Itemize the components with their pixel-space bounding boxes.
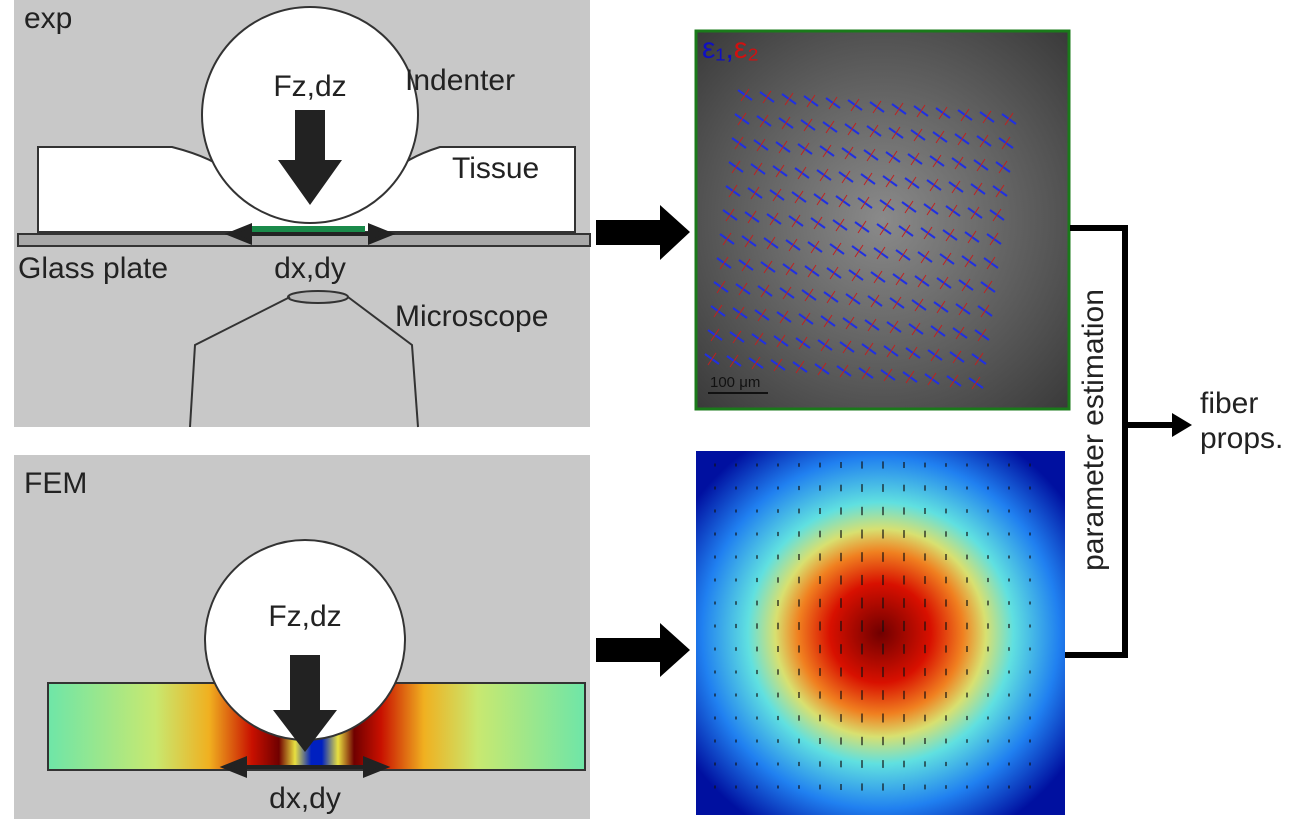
result-arrow <box>1172 413 1192 437</box>
shift-label: dx,dy <box>269 782 341 815</box>
microscope-label: Microscope <box>395 300 548 333</box>
shift-label: dx,dy <box>274 252 346 285</box>
legend-e1: ε₁ <box>702 32 726 65</box>
flow-arrow <box>596 623 690 677</box>
contact-zone <box>250 226 365 232</box>
result-label: props. <box>1200 422 1283 455</box>
strain-map <box>696 451 1065 815</box>
objective <box>288 291 348 303</box>
force-label: Fz,dz <box>268 600 341 633</box>
legend-e2: ε₂ <box>734 32 759 65</box>
step-label: parameter estimation <box>1077 289 1110 571</box>
flow-arrow <box>596 205 690 260</box>
legend-sep: , <box>726 32 734 65</box>
scale-label: 100 μm <box>710 374 760 391</box>
strain-legend: ε₁,ε₂ <box>702 32 759 65</box>
indenter-label: Indenter <box>405 64 515 97</box>
microscopy-image <box>696 31 1069 409</box>
panel-label: FEM <box>24 467 87 500</box>
result-label: fiber <box>1200 387 1258 420</box>
tissue-label: Tissue <box>452 152 539 185</box>
panel-label: exp <box>24 2 72 35</box>
figure: exp Fz,dz Indenter Tissue Glass plate dx… <box>0 0 1297 819</box>
force-label: Fz,dz <box>273 70 346 103</box>
glass-label: Glass plate <box>18 252 168 285</box>
